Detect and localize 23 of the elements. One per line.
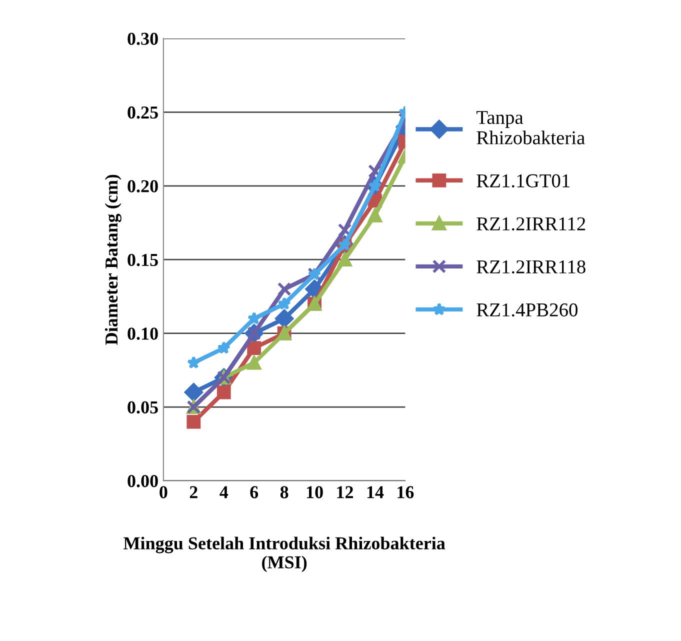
x-tick-label: 4 bbox=[220, 486, 228, 498]
y-tick-label: 0.20 bbox=[128, 180, 158, 192]
x-tick-label: 12 bbox=[337, 486, 354, 498]
y-axis-title: Diameter Batang (cm) bbox=[104, 174, 122, 345]
y-tick-label: 0.05 bbox=[128, 401, 158, 414]
y-tick-label: 0.00 bbox=[128, 475, 158, 488]
x-tick-label: 8 bbox=[280, 486, 288, 498]
y-tick-label: 0.10 bbox=[128, 328, 158, 340]
x-tick-label: 0 bbox=[160, 486, 168, 498]
x-tick-label: 14 bbox=[367, 486, 384, 498]
x-tick-label: 10 bbox=[306, 486, 323, 498]
y-tick-label: 0.25 bbox=[128, 106, 158, 119]
x-tick-label: 16 bbox=[398, 486, 414, 498]
legend-label: RZ1.2IRR112 bbox=[476, 217, 586, 230]
legend-label: RZ1.2IRR118 bbox=[476, 260, 586, 274]
legend-label: RZ1.4PB260 bbox=[476, 303, 578, 317]
legend-label: RZ1.1GT01 bbox=[476, 174, 570, 188]
x-tick-label: 2 bbox=[190, 486, 198, 498]
y-tick-label: 0.15 bbox=[128, 254, 158, 266]
legend-label: Tanpa Rhizobakteria bbox=[476, 111, 585, 144]
x-axis-title: Minggu Setelah Introduksi Rhizobakteria (MSI) bbox=[124, 536, 446, 572]
x-tick-label: 6 bbox=[250, 486, 258, 498]
y-tick-label: 0.30 bbox=[128, 32, 158, 45]
